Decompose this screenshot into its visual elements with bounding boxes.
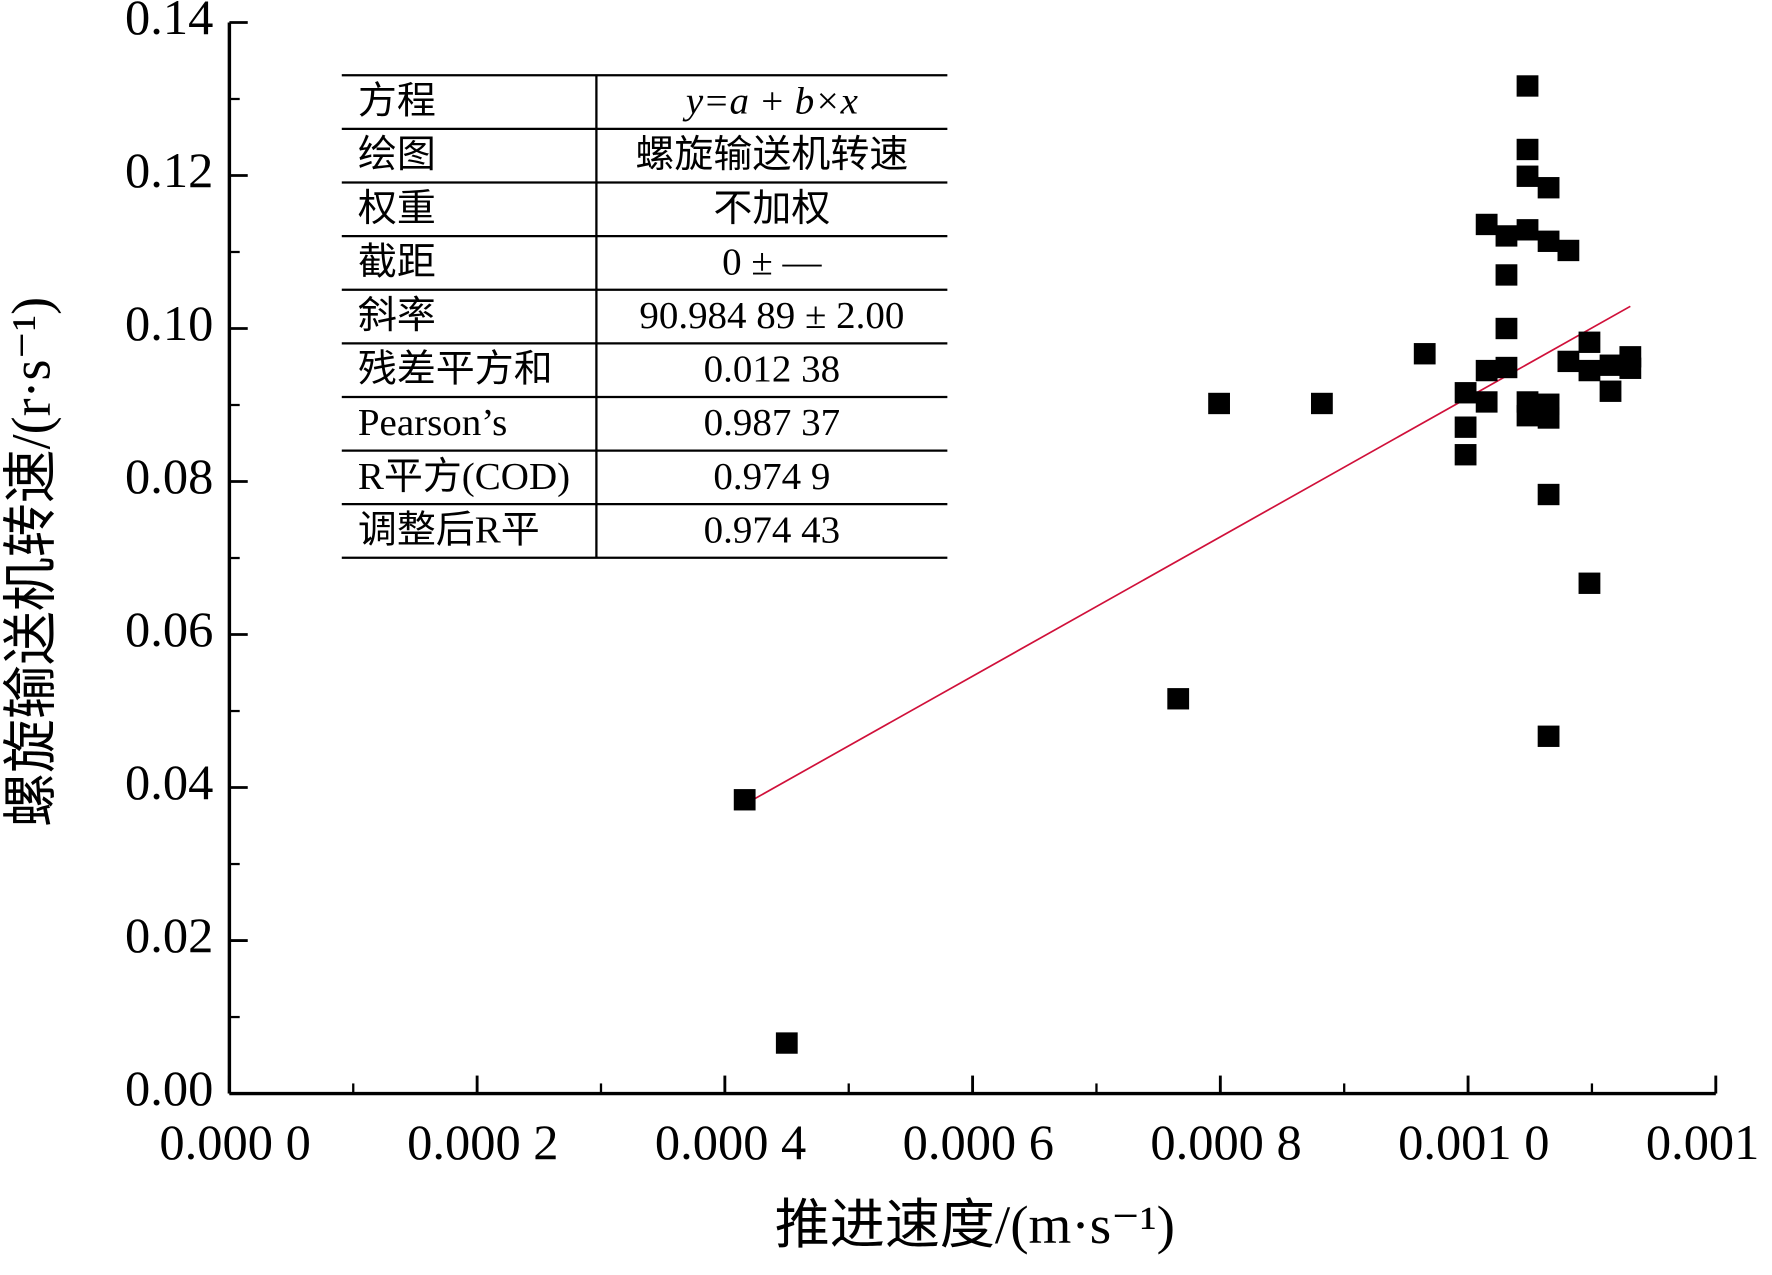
data-point — [1311, 392, 1333, 415]
y-tick-label: 0.04 — [125, 754, 213, 809]
x-tick-label: 0.000 8 — [1150, 1114, 1301, 1169]
table-value: 0.974 9 — [713, 456, 830, 498]
data-point — [1578, 572, 1601, 594]
data-point — [1599, 380, 1622, 402]
table-label: 截距 — [358, 242, 436, 284]
data-point — [1495, 264, 1518, 286]
table-label: 残差平方和 — [358, 348, 553, 391]
table-label: 斜率 — [358, 294, 436, 337]
data-point — [1537, 230, 1560, 252]
table-value: 90.984 89 ± 2.00 — [639, 295, 904, 337]
x-tick-label: 0.000 0 — [159, 1114, 310, 1169]
data-point — [1516, 75, 1539, 97]
data-point — [1537, 725, 1560, 747]
data-point — [1495, 317, 1518, 340]
table-value: 0.974 43 — [704, 510, 840, 552]
data-point — [1516, 219, 1539, 241]
data-point — [1475, 213, 1498, 236]
data-point — [1454, 444, 1477, 466]
data-point — [1167, 688, 1190, 710]
table-value: 螺旋输送机转速 — [635, 135, 908, 177]
data-point — [1578, 359, 1601, 382]
data-point — [1537, 407, 1560, 429]
table-label: 方程 — [358, 80, 436, 123]
table-label: 调整后R平 — [358, 510, 540, 552]
data-point — [1516, 405, 1539, 427]
x-tick-label: 0.001 0 — [1398, 1114, 1549, 1169]
data-point — [1475, 391, 1498, 413]
x-axis-title: 推进速度/(m·s⁻¹) — [775, 1195, 1175, 1255]
data-point — [1475, 359, 1498, 382]
data-point — [1557, 239, 1580, 262]
y-tick-label: 0.00 — [125, 1060, 213, 1115]
y-tick-label: 0.06 — [125, 601, 213, 656]
data-point — [1619, 357, 1642, 379]
x-tick-label: 0.001 2 — [1646, 1114, 1772, 1169]
x-tick-label: 0.000 2 — [407, 1114, 558, 1169]
data-point — [775, 1032, 798, 1054]
data-point — [1454, 382, 1477, 404]
data-point — [1537, 483, 1560, 506]
data-point — [1413, 343, 1436, 365]
y-axis-title: 螺旋输送机转速/(r·s⁻¹) — [0, 297, 61, 827]
data-point — [1516, 138, 1539, 161]
table-label: R平方(COD) — [358, 455, 570, 498]
table-value: 0.987 37 — [704, 403, 840, 445]
data-point — [1599, 354, 1622, 376]
y-tick-label: 0.14 — [125, 0, 213, 45]
x-tick-label: 0.000 4 — [655, 1114, 806, 1169]
y-tick-label: 0.08 — [125, 448, 213, 503]
y-tick-label: 0.12 — [125, 142, 213, 197]
x-tick-label: 0.000 6 — [903, 1114, 1054, 1169]
table-label: 权重 — [358, 188, 436, 230]
data-point — [1454, 416, 1477, 438]
table-label: Pearson’s — [358, 403, 507, 445]
data-point — [1495, 356, 1518, 379]
y-tick-label: 0.10 — [125, 295, 213, 350]
data-point — [1208, 392, 1230, 415]
table-value: 0 ± — — [722, 242, 822, 284]
table-value: 不加权 — [713, 188, 830, 230]
fit-line — [744, 305, 1631, 806]
table-value: 0.012 38 — [704, 349, 840, 391]
data-point — [1557, 350, 1580, 373]
data-point — [1578, 331, 1601, 353]
table-label: 绘图 — [358, 134, 436, 177]
table-value: y=a + b×x — [682, 81, 858, 123]
y-tick-label: 0.02 — [125, 907, 213, 962]
data-point — [733, 789, 756, 811]
data-point — [1516, 165, 1539, 187]
data-point — [1537, 177, 1560, 199]
data-point — [1495, 225, 1518, 247]
